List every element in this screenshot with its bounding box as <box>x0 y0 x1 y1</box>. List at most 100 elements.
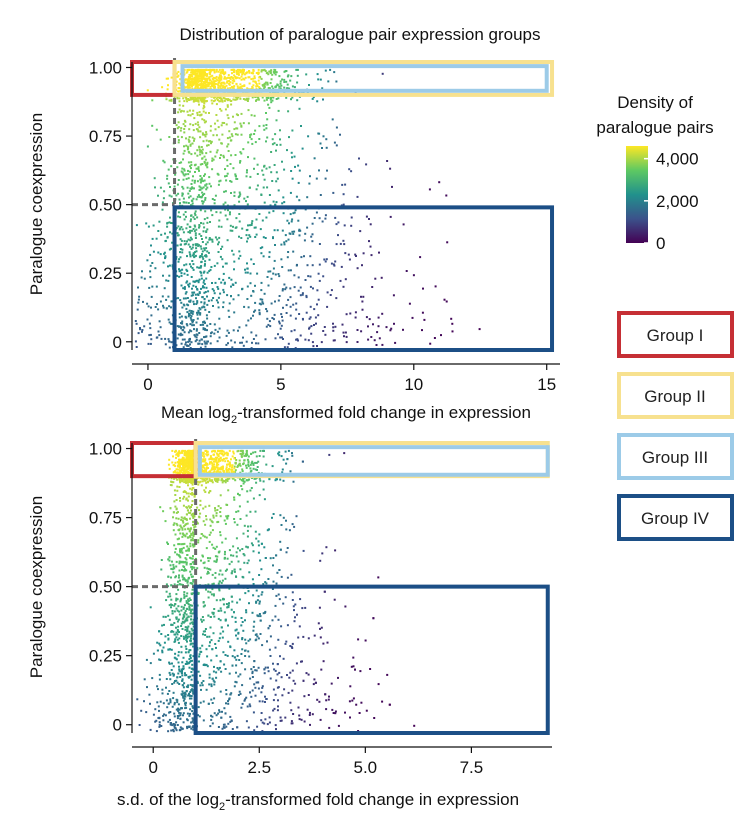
density-point <box>332 712 335 714</box>
density-point <box>187 625 190 628</box>
density-point <box>265 127 268 130</box>
density-point <box>184 695 187 698</box>
density-point <box>316 100 319 103</box>
density-point <box>227 489 230 492</box>
density-point <box>272 688 275 691</box>
chart-title: Distribution of paralogue pair expressio… <box>180 25 541 44</box>
density-point <box>219 100 222 103</box>
density-point <box>348 168 351 171</box>
density-point <box>297 636 300 639</box>
density-point <box>306 264 309 267</box>
density-point <box>168 248 171 251</box>
density-point <box>187 68 190 71</box>
density-point <box>184 561 187 564</box>
density-point <box>183 481 186 484</box>
density-point <box>195 250 198 253</box>
density-point <box>286 149 288 152</box>
density-point <box>217 617 220 620</box>
density-point <box>177 576 180 579</box>
density-point <box>199 477 202 480</box>
density-point <box>216 83 219 86</box>
density-point <box>252 462 255 465</box>
density-point <box>258 82 261 85</box>
density-point <box>222 86 225 89</box>
density-point <box>214 547 217 550</box>
density-point <box>190 727 193 730</box>
density-point <box>225 471 228 473</box>
density-point <box>162 719 165 722</box>
density-point <box>205 183 208 186</box>
density-point <box>201 238 203 240</box>
density-point <box>190 582 193 585</box>
density-point <box>197 99 200 102</box>
density-point <box>177 468 180 471</box>
density-point <box>198 332 201 334</box>
density-point <box>227 463 230 466</box>
density-point <box>207 467 209 469</box>
density-point <box>192 109 195 112</box>
density-point <box>171 481 174 484</box>
density-point <box>443 298 446 301</box>
density-point <box>214 281 217 284</box>
density-point <box>249 272 252 275</box>
density-point <box>360 701 363 704</box>
density-point <box>223 282 226 285</box>
density-point <box>332 263 335 266</box>
density-point <box>182 110 185 113</box>
density-point <box>198 224 201 226</box>
y-tick-label: 0.75 <box>89 127 122 146</box>
density-point <box>168 221 171 224</box>
density-point <box>344 711 346 714</box>
density-point <box>250 222 253 225</box>
density-point <box>162 714 165 717</box>
density-point <box>183 611 186 614</box>
density-point <box>177 511 179 514</box>
density-point <box>221 468 223 470</box>
density-point <box>209 129 212 132</box>
density-point <box>201 157 204 160</box>
density-point <box>190 575 193 578</box>
density-point <box>281 336 283 339</box>
density-point <box>174 173 177 176</box>
density-point <box>226 568 228 571</box>
density-point <box>187 331 190 334</box>
density-point <box>173 715 176 718</box>
density-point <box>248 571 251 574</box>
density-point <box>167 84 169 87</box>
density-point <box>178 683 181 685</box>
density-point <box>275 594 278 597</box>
density-point <box>191 254 194 257</box>
density-point <box>225 262 228 265</box>
density-point <box>227 342 229 345</box>
density-point <box>220 581 223 584</box>
density-point <box>308 326 311 329</box>
density-point <box>149 333 152 336</box>
density-point <box>185 468 188 471</box>
density-point <box>341 183 344 186</box>
density-point <box>195 198 198 201</box>
density-point <box>143 325 146 328</box>
density-point <box>266 276 269 278</box>
density-point <box>322 275 325 278</box>
density-point <box>189 229 191 232</box>
density-point <box>220 76 223 78</box>
density-point <box>220 466 223 469</box>
density-point <box>334 216 337 219</box>
density-point <box>195 77 198 80</box>
density-point <box>202 281 205 284</box>
density-point <box>246 240 248 243</box>
density-point <box>158 723 161 726</box>
density-point <box>268 648 271 651</box>
density-point <box>149 662 152 665</box>
density-point <box>226 137 229 140</box>
density-point <box>177 260 180 263</box>
density-point <box>241 288 243 291</box>
density-point <box>213 470 216 473</box>
density-point <box>210 80 213 83</box>
density-point <box>194 77 197 80</box>
density-point <box>193 303 195 306</box>
density-point <box>184 645 187 648</box>
density-point <box>185 307 188 310</box>
density-point <box>189 144 192 147</box>
density-point <box>189 468 192 471</box>
